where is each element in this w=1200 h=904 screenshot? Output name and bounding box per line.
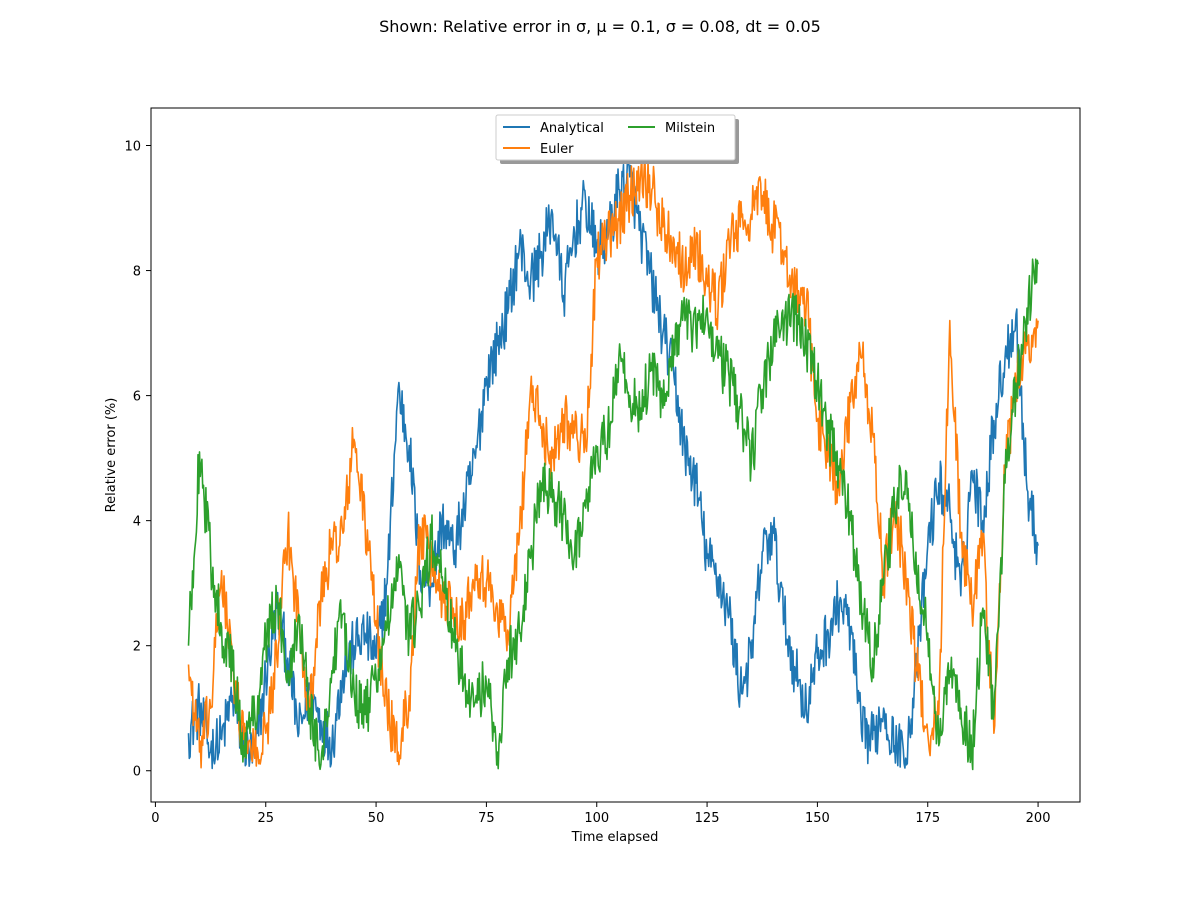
- series-line-euler: [187, 154, 1039, 769]
- series-line-analytical: [187, 157, 1039, 770]
- y-tick-label: 2: [133, 640, 141, 655]
- x-tick-label: 125: [695, 811, 720, 826]
- legend-label-analytical: Analytical: [540, 121, 604, 136]
- y-axis: 0 2 4 6 8 10: [124, 140, 151, 780]
- x-tick-label: 25: [257, 811, 274, 826]
- chart-title: Shown: Relative error in σ, μ = 0.1, σ =…: [379, 17, 821, 36]
- x-tick-label: 150: [805, 811, 830, 826]
- x-tick-label: 75: [478, 811, 495, 826]
- y-tick-label: 0: [133, 765, 141, 780]
- series-layer: [187, 154, 1039, 771]
- x-axis-label: Time elapsed: [571, 830, 659, 845]
- x-axis: 0 25 50 75 100 125 150 175 200: [151, 802, 1050, 826]
- legend: Analytical Euler Milstein: [495, 114, 739, 164]
- series-line-milstein: [187, 258, 1039, 771]
- y-axis-label: Relative error (%): [104, 398, 119, 513]
- x-tick-label: 175: [915, 811, 940, 826]
- legend-label-milstein: Milstein: [665, 121, 715, 136]
- legend-box: [495, 114, 736, 161]
- x-tick-label: 0: [151, 811, 159, 826]
- y-tick-label: 10: [124, 140, 141, 155]
- plot-area-frame: [150, 107, 1081, 803]
- y-tick-label: 4: [133, 515, 141, 530]
- y-tick-label: 8: [133, 265, 141, 280]
- x-tick-label: 100: [584, 811, 609, 826]
- y-tick-label: 6: [133, 390, 141, 405]
- legend-label-euler: Euler: [540, 142, 574, 157]
- x-tick-label: 50: [368, 811, 385, 826]
- x-tick-label: 200: [1026, 811, 1051, 826]
